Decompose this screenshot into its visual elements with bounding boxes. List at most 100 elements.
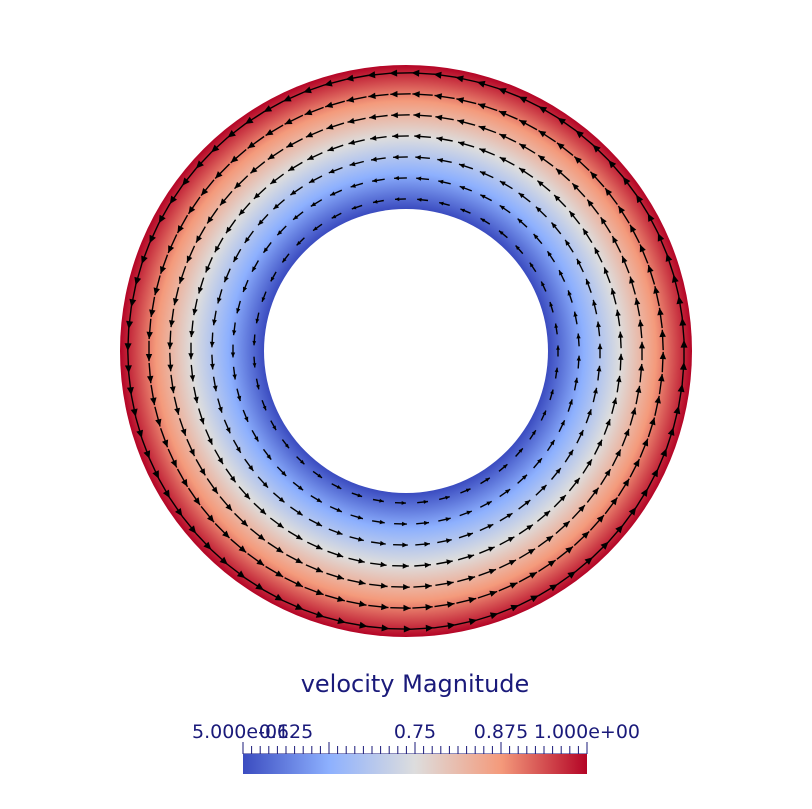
arrow-head xyxy=(569,211,576,218)
arrow-head xyxy=(403,584,410,590)
arrow-head xyxy=(592,144,601,153)
arrow-head xyxy=(296,510,303,516)
arrow-head xyxy=(489,612,499,620)
arrow-head xyxy=(347,117,355,124)
arrow-head xyxy=(402,563,409,569)
arrow-head xyxy=(574,377,579,383)
arrow-head xyxy=(659,329,666,338)
arrow-head xyxy=(679,317,687,326)
arrow-head xyxy=(207,438,213,445)
arrow-head xyxy=(357,515,363,520)
arrow-head xyxy=(149,309,156,317)
arrow-head xyxy=(371,156,377,162)
arrow-head xyxy=(358,558,365,564)
arrow-head xyxy=(380,561,387,568)
arrow-head xyxy=(542,410,546,416)
arrow-head xyxy=(273,203,280,210)
arrow-head xyxy=(215,171,223,179)
arrow-head xyxy=(438,179,444,185)
arrow-head xyxy=(680,339,688,348)
arrow-head xyxy=(169,386,176,394)
arrow-head xyxy=(124,343,132,352)
arrow-head xyxy=(538,130,547,138)
arrow-head xyxy=(506,513,513,519)
tick-label-0625: 0.625 xyxy=(259,721,313,743)
arrow-head xyxy=(284,443,289,449)
velocity-arrows xyxy=(124,69,688,633)
arrow-head xyxy=(634,297,641,305)
arrow-head xyxy=(596,321,601,328)
arrow-head xyxy=(315,566,323,573)
arrow-head xyxy=(433,71,442,79)
arrow-head xyxy=(214,245,221,253)
arrow-head xyxy=(392,133,399,139)
arrow-head xyxy=(549,584,558,592)
arrow-head xyxy=(615,309,621,317)
arrow-head xyxy=(261,297,266,302)
arrow-head xyxy=(413,112,421,119)
arrow-head xyxy=(380,582,388,589)
arrow-head xyxy=(372,178,378,183)
arrow-head xyxy=(293,215,299,220)
arrow-head xyxy=(498,111,507,117)
arrow-head xyxy=(547,251,552,257)
arrow-head xyxy=(527,548,536,555)
arrow-head xyxy=(240,519,248,527)
arrow-head xyxy=(425,583,432,590)
arrow-head xyxy=(381,603,389,611)
arrow-head xyxy=(592,487,599,495)
arrow-head xyxy=(416,176,422,181)
arrow-head xyxy=(370,135,377,141)
arrow-head xyxy=(394,176,399,181)
arrow-head xyxy=(199,468,206,476)
arrow-head xyxy=(245,116,254,124)
arrow-head xyxy=(425,604,433,611)
arrow-head xyxy=(519,168,526,174)
arrow-head xyxy=(597,343,603,350)
arrow-head xyxy=(638,363,645,371)
arrow-head xyxy=(403,625,412,633)
arrow-head xyxy=(515,245,520,250)
arrow-head xyxy=(621,255,628,264)
arrow-head xyxy=(270,276,275,282)
arrow-head xyxy=(247,141,256,149)
arrow-head xyxy=(460,208,466,213)
arrow-head xyxy=(423,520,429,526)
arrow-head xyxy=(167,342,174,350)
arrow-head xyxy=(270,178,277,184)
arrow-head xyxy=(286,141,294,148)
arrow-head xyxy=(402,542,408,548)
arrow-head xyxy=(526,524,533,531)
arrow-head xyxy=(217,457,223,465)
arrow-head xyxy=(158,214,166,224)
arrow-head xyxy=(152,470,159,479)
arrow-head xyxy=(535,206,542,213)
arrow-head xyxy=(189,375,196,382)
arrow-head xyxy=(616,375,622,383)
arrow-head xyxy=(499,230,504,235)
arrow-head xyxy=(315,611,325,618)
arrow-head xyxy=(600,217,607,225)
arrow-head xyxy=(637,319,644,327)
arrow-head xyxy=(199,417,205,425)
arrow-head xyxy=(263,247,269,253)
arrow-head xyxy=(336,485,342,489)
arrow-head xyxy=(316,497,322,503)
arrow-head xyxy=(603,267,609,274)
arrow-head xyxy=(391,112,398,119)
arrow-head xyxy=(315,544,323,550)
arrow-head xyxy=(658,374,665,382)
arrow-head xyxy=(587,199,594,207)
arrow-head xyxy=(467,554,475,560)
arrow-head xyxy=(149,234,156,244)
arrow-head xyxy=(256,558,265,566)
arrow-head xyxy=(162,489,170,499)
arrow-head xyxy=(633,459,640,467)
arrow-head xyxy=(235,446,241,453)
colorbar-title: velocity Magnitude xyxy=(301,670,530,698)
arrow-head xyxy=(219,556,228,565)
arrow-head xyxy=(254,436,259,442)
arrow-head xyxy=(456,97,465,104)
arrow-head xyxy=(567,290,572,296)
